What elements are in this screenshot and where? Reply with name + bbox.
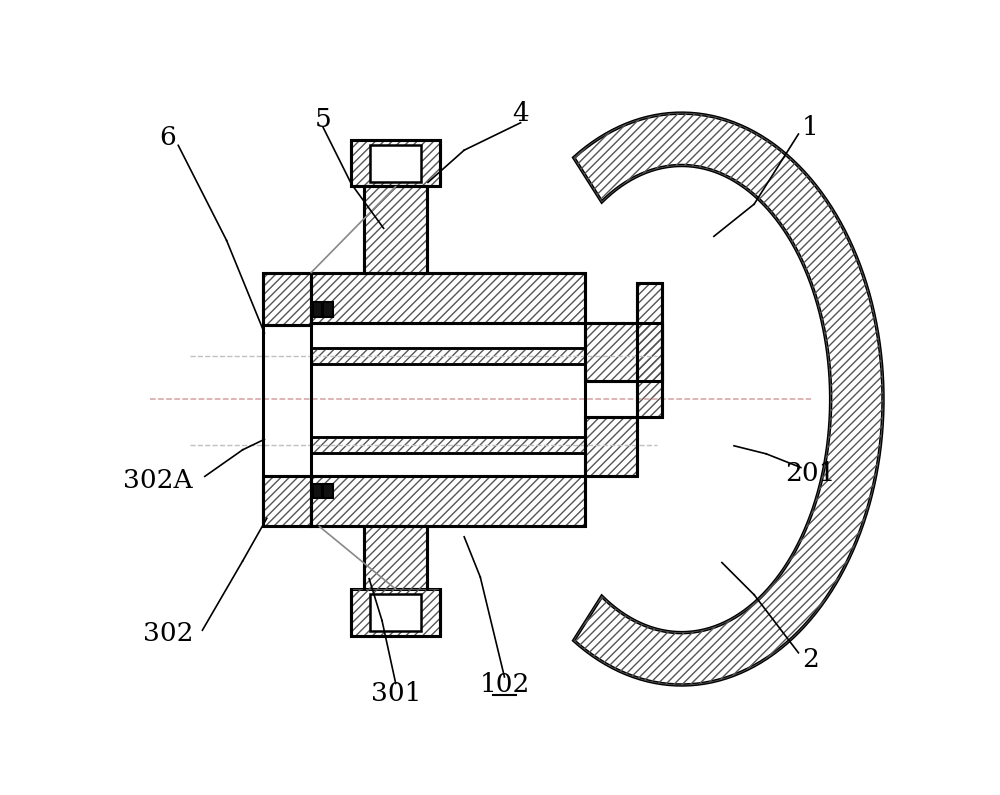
- Bar: [370, 145, 421, 181]
- Polygon shape: [263, 273, 311, 325]
- Polygon shape: [364, 186, 427, 273]
- Text: 2: 2: [802, 646, 819, 672]
- Polygon shape: [364, 526, 427, 589]
- Text: 102: 102: [479, 673, 530, 697]
- Text: 6: 6: [159, 125, 176, 149]
- Bar: [323, 483, 333, 498]
- Text: 1: 1: [802, 115, 819, 140]
- Polygon shape: [311, 273, 585, 323]
- Polygon shape: [574, 113, 883, 685]
- Text: 302: 302: [143, 621, 193, 646]
- Polygon shape: [351, 589, 440, 636]
- Polygon shape: [351, 140, 440, 186]
- Polygon shape: [311, 476, 585, 526]
- Polygon shape: [585, 283, 662, 476]
- Text: 201: 201: [785, 461, 836, 487]
- Text: 301: 301: [371, 681, 421, 705]
- Polygon shape: [311, 347, 585, 363]
- Bar: [323, 302, 333, 317]
- Bar: [370, 594, 421, 631]
- Polygon shape: [311, 437, 585, 453]
- Text: 302A: 302A: [123, 468, 193, 493]
- Bar: [313, 302, 322, 317]
- Bar: [313, 483, 322, 498]
- Polygon shape: [585, 323, 662, 382]
- Text: 4: 4: [512, 101, 529, 126]
- Polygon shape: [263, 475, 311, 526]
- Text: 5: 5: [315, 107, 332, 132]
